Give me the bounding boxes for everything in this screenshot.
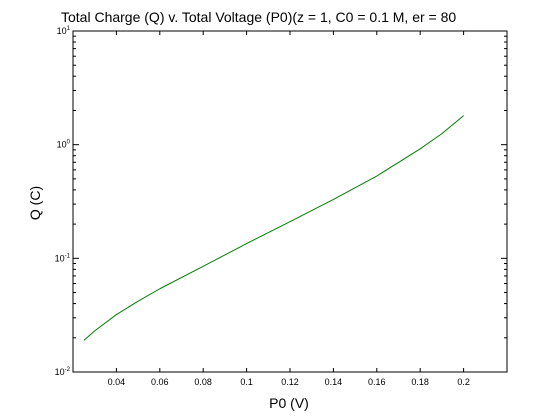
y-tick-label: 101	[57, 26, 71, 36]
y-tick-label: 10-2	[55, 367, 71, 377]
y-tick-label: 100	[57, 140, 71, 150]
x-tick-label: 0.08	[194, 377, 212, 387]
y-axis-label: Q (C)	[27, 186, 43, 220]
x-tick-label: 0.2	[457, 377, 470, 387]
chart-title: Total Charge (Q) v. Total Voltage (P0)(z…	[61, 9, 456, 25]
series-line	[83, 115, 464, 341]
x-axis-label: P0 (V)	[269, 395, 309, 411]
x-tick-label: 0.06	[151, 377, 169, 387]
x-tick-label: 0.1	[240, 377, 253, 387]
x-tick-label: 0.14	[325, 377, 343, 387]
x-axis-ticks: 0.04 0.06 0.08 0.1 0.12 0.14 0.16 0.18 0.2	[108, 31, 470, 387]
y-axis-ticks: 10-2 10-1 100 101	[55, 26, 507, 377]
x-tick-label: 0.16	[368, 377, 386, 387]
series-layer	[83, 115, 464, 341]
x-tick-label: 0.04	[108, 377, 126, 387]
plot-area	[72, 30, 508, 373]
x-tick-label: 0.12	[281, 377, 299, 387]
x-tick-label: 0.18	[411, 377, 429, 387]
y-tick-label: 10-1	[55, 253, 71, 263]
